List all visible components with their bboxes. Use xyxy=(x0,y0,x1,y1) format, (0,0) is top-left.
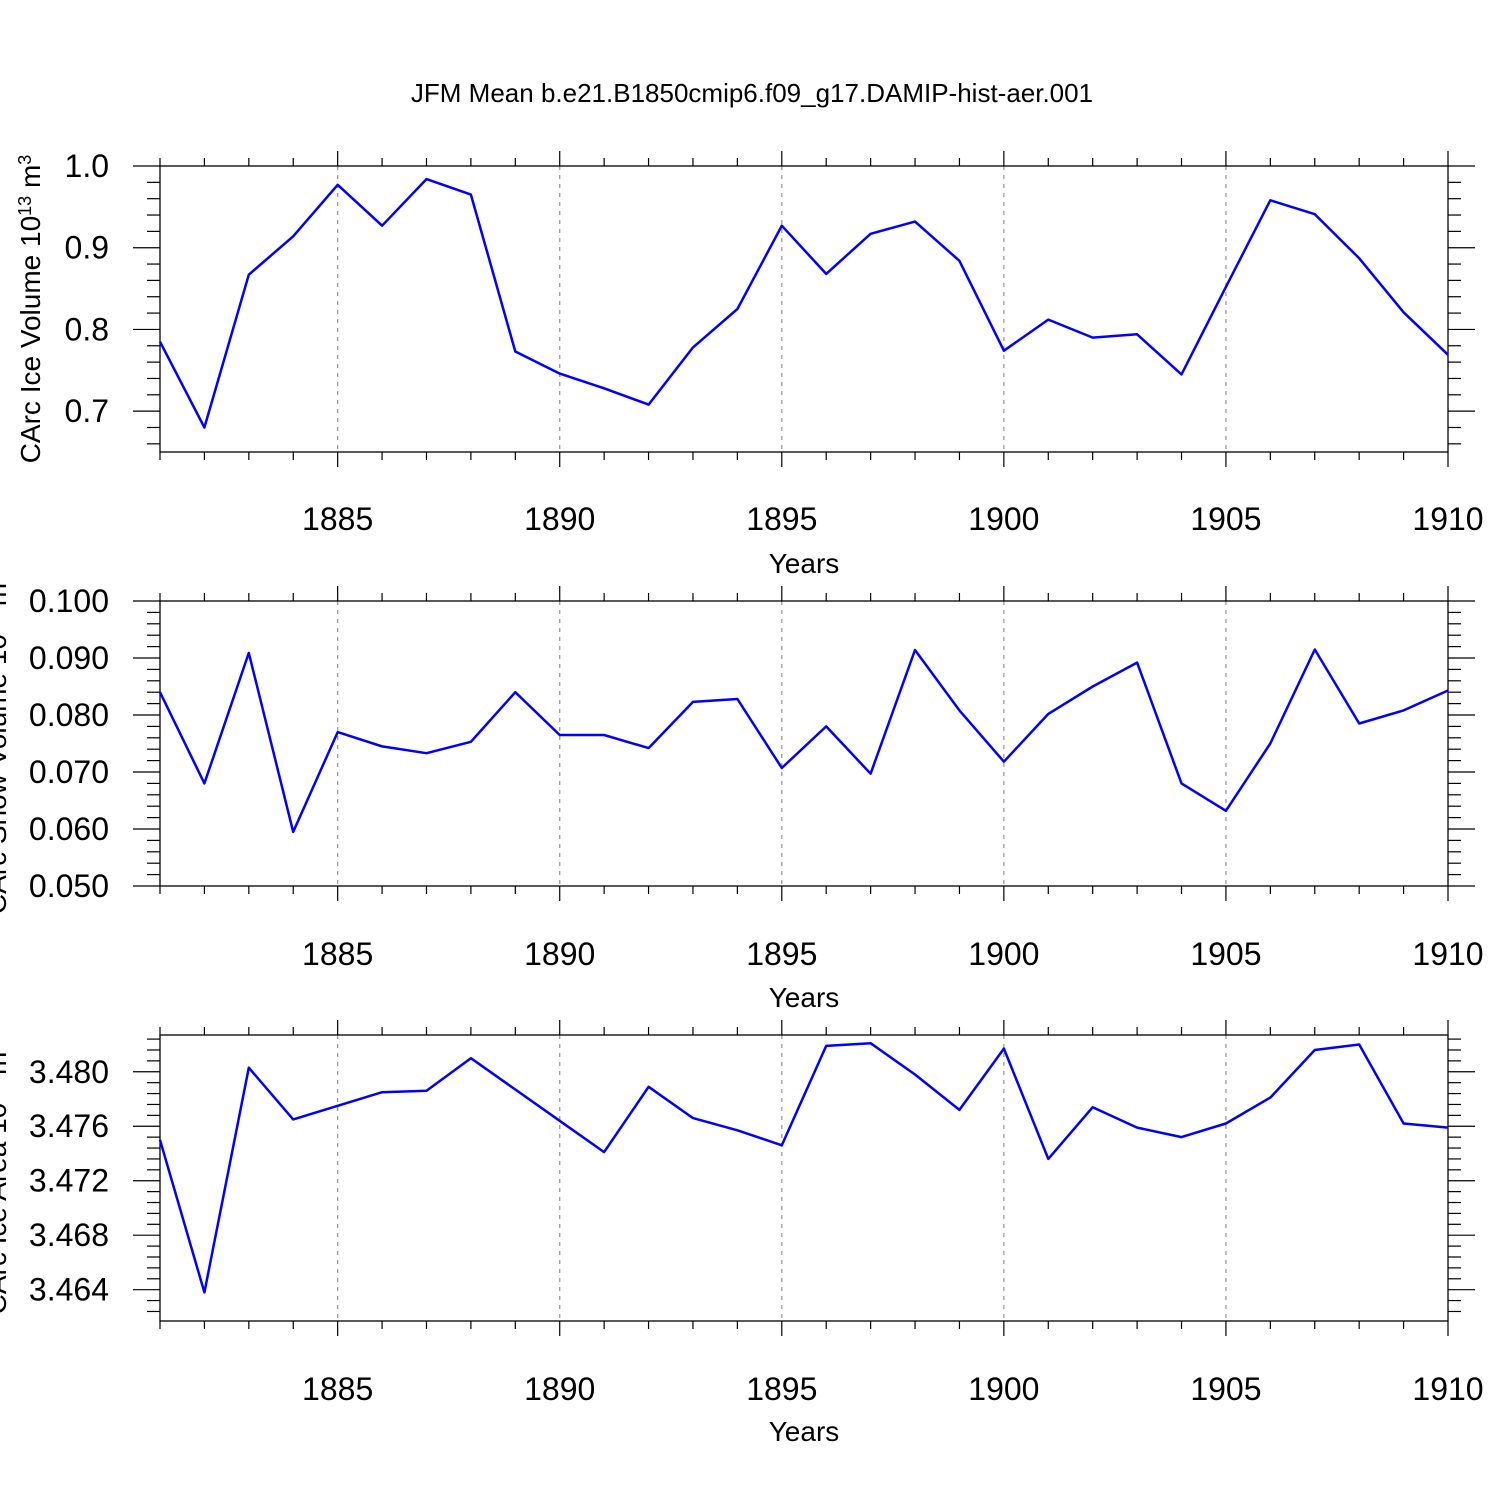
y-axis-title-text: m xyxy=(15,165,46,196)
x-tick-label: 1905 xyxy=(1190,936,1261,972)
x-tick-label: 1905 xyxy=(1190,1371,1261,1407)
x-tick-label: 1895 xyxy=(746,1371,817,1407)
y-tick-label: 0.100 xyxy=(29,583,109,619)
y-tick-label: 3.468 xyxy=(29,1217,109,1253)
y-axis-title: CArc Ice Area 1012 m2 xyxy=(0,1042,12,1315)
x-tick-label: 1885 xyxy=(302,1371,373,1407)
y-axis-title-text: m xyxy=(0,1052,12,1083)
series-line xyxy=(158,1041,1449,1294)
x-tick-label: 1890 xyxy=(524,501,595,537)
y-tick-label: 0.090 xyxy=(29,640,109,676)
y-axis-title-text: CArc Ice Volume 10 xyxy=(15,216,46,463)
x-tick-label: 1910 xyxy=(1412,1371,1483,1407)
y-tick-label: 0.050 xyxy=(29,868,109,904)
x-tick-label: 1900 xyxy=(968,936,1039,972)
x-tick-label: 1900 xyxy=(968,501,1039,537)
y-axis-title-superscript: 13 xyxy=(15,196,35,216)
y-tick-label: 0.070 xyxy=(29,754,109,790)
x-tick-label: 1910 xyxy=(1412,936,1483,972)
y-tick-label: 0.9 xyxy=(65,230,109,266)
x-tick-label: 1890 xyxy=(524,1371,595,1407)
y-tick-label: 3.480 xyxy=(29,1054,109,1090)
y-axis-title-superscript: 3 xyxy=(0,573,1,583)
y-tick-label: 0.060 xyxy=(29,811,109,847)
y-axis-title-superscript: 3 xyxy=(15,155,35,165)
y-axis-title: CArc Snow Volume 1013 m3 xyxy=(0,573,12,914)
chart-panel-3: 1885 1890 1895 1900 1905 1910 3.464 3.468 3.472 3… xyxy=(0,1020,1484,1447)
x-tick-label: 1895 xyxy=(746,936,817,972)
y-tick-label: 3.464 xyxy=(29,1272,109,1308)
chart-panel-1: 1885 1890 1895 1900 1905 1910 0.7 0.8 0.9 1.0 Year… xyxy=(15,148,1484,579)
y-axis-title-text: CArc Snow Volume 10 xyxy=(0,634,12,914)
series-line xyxy=(158,648,1449,834)
y-axis-title-superscript: 13 xyxy=(0,614,1,634)
x-axis-title: Years xyxy=(769,1416,840,1447)
x-tick-label: 1890 xyxy=(524,936,595,972)
y-axis-title-superscript: 12 xyxy=(0,1083,1,1103)
x-axis-title: Years xyxy=(769,982,840,1013)
y-axis-title-text: m xyxy=(0,583,12,614)
y-tick-label: 3.476 xyxy=(29,1108,109,1144)
series-line xyxy=(158,177,1449,429)
plot-frame xyxy=(159,600,1449,887)
y-tick-label: 0.080 xyxy=(29,697,109,733)
y-tick-label: 0.7 xyxy=(65,393,109,429)
figure-title: JFM Mean b.e21.B1850cmip6.f09_g17.DAMIP-… xyxy=(411,78,1093,108)
y-axis-title: CArc Ice Volume 1013 m3 xyxy=(15,155,46,464)
chart-panel-2: 1885 1890 1895 1900 1905 1910 0.050 0.060 0.070 0… xyxy=(0,573,1484,1013)
x-tick-label: 1885 xyxy=(302,501,373,537)
y-tick-label: 3.472 xyxy=(29,1163,109,1199)
x-tick-label: 1900 xyxy=(968,1371,1039,1407)
y-tick-label: 1.0 xyxy=(65,148,109,184)
plot-frame xyxy=(159,1034,1449,1322)
x-tick-label: 1910 xyxy=(1412,501,1483,537)
plot-frame xyxy=(159,165,1449,453)
y-tick-label: 0.8 xyxy=(65,311,109,347)
chart-panels: 1885 1890 1895 1900 1905 1910 0.7 0.8 0.9 1.0 Year… xyxy=(0,148,1484,1447)
x-axis-title: Years xyxy=(769,548,840,579)
y-axis-title-superscript: 2 xyxy=(0,1042,1,1052)
y-axis-title-text: CArc Ice Area 10 xyxy=(0,1103,12,1315)
x-tick-label: 1895 xyxy=(746,501,817,537)
x-tick-label: 1905 xyxy=(1190,501,1261,537)
x-tick-label: 1885 xyxy=(302,936,373,972)
